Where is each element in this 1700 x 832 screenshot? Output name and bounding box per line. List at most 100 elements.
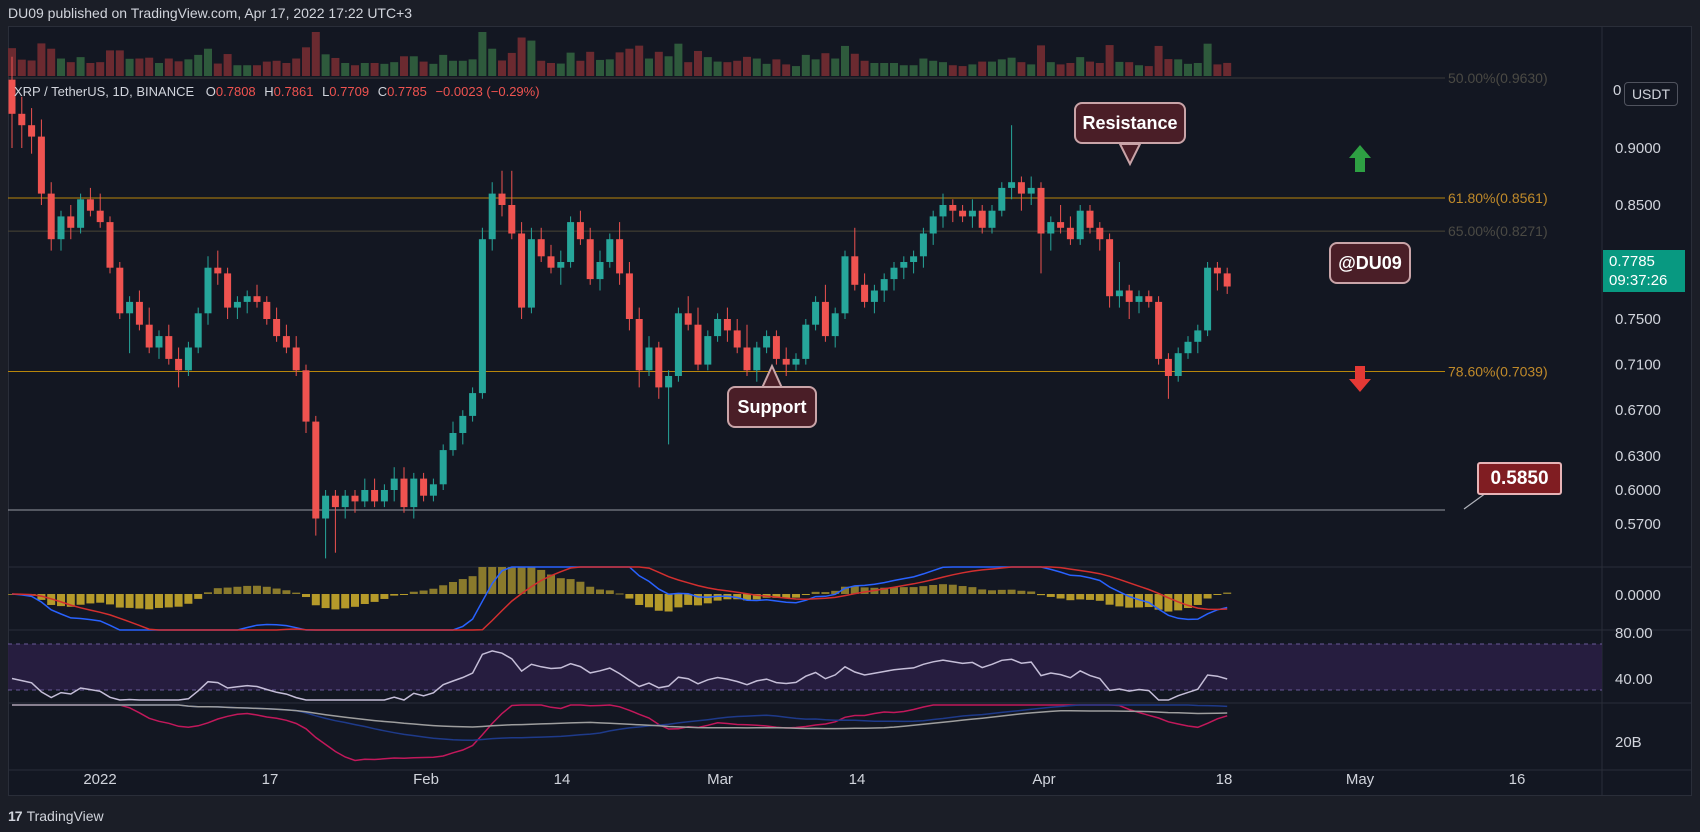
candle-body — [998, 187, 1006, 211]
symbol-legend: XRP / TetherUS, 1D, BINANCE O0.7808 H0.7… — [14, 84, 540, 99]
candle-body — [184, 347, 192, 371]
volume-bar — [1135, 65, 1143, 76]
macd-hist-bar — [204, 592, 212, 594]
volume-bar — [57, 58, 65, 76]
candle-body — [586, 239, 594, 280]
candle-body — [1076, 210, 1084, 240]
macd-hist-bar — [968, 587, 977, 594]
volume-bar — [919, 58, 928, 76]
macd-hist-bar — [311, 594, 320, 606]
macd-hist-bar — [684, 594, 693, 605]
candle-body — [1125, 290, 1133, 302]
candle-body — [155, 336, 163, 348]
candle-body — [390, 478, 398, 490]
currency-button[interactable]: USDT — [1624, 82, 1678, 106]
macd-hist-bar — [1076, 594, 1085, 600]
volume-bar — [194, 54, 203, 76]
candle-body — [165, 336, 173, 359]
volume-bar — [86, 63, 95, 76]
price-tick-partial: 0 — [1613, 82, 1621, 99]
macd-hist-bar — [282, 590, 291, 594]
macd-hist-bar — [390, 594, 399, 596]
candle-body — [870, 290, 878, 302]
macd-hist-bar — [488, 567, 497, 594]
macd-hist-bar — [566, 579, 575, 594]
volume-bar — [292, 58, 301, 76]
candle-body — [763, 336, 771, 348]
volume-bar — [488, 48, 497, 76]
candle-body — [1047, 222, 1055, 234]
volume-bar — [390, 62, 399, 76]
volume-bar — [243, 65, 252, 76]
legend-symbol[interactable]: XRP / TetherUS, 1D, BINANCE — [14, 84, 195, 99]
target-connector — [1463, 492, 1487, 510]
candle-body — [782, 358, 790, 365]
candle-body — [606, 239, 614, 262]
macd-hist-bar — [321, 594, 330, 609]
published-text: DU09 published on TradingView.com, Apr 1… — [8, 5, 413, 21]
macd-hist-bar — [66, 594, 75, 607]
volume-bar — [370, 63, 379, 76]
candle-body — [459, 415, 467, 433]
macd-hist-bar — [556, 578, 565, 594]
volume-bar — [733, 60, 742, 76]
volume-bar — [1046, 62, 1055, 76]
volume-bar — [204, 48, 212, 76]
candle-body — [8, 79, 16, 114]
candle-body — [861, 284, 869, 302]
candle-body — [380, 490, 388, 502]
volume-bar — [1223, 62, 1232, 76]
legend-low: 0.7709 — [329, 84, 370, 99]
candle-body — [312, 421, 320, 519]
price-tick-label: 0.6000 — [1615, 482, 1661, 499]
time-tick-label: 18 — [1216, 771, 1233, 788]
macd-hist-bar — [360, 594, 369, 604]
candle-body — [645, 347, 653, 371]
candle-body — [684, 313, 692, 325]
tradingview-logo[interactable]: 17 TradingView — [8, 808, 104, 824]
volume-bar — [792, 66, 800, 76]
volume-bar — [684, 62, 693, 76]
candle-body — [1106, 239, 1114, 297]
candles — [8, 56, 1231, 559]
macd-hist-bar — [1027, 591, 1036, 594]
candle-body — [959, 210, 967, 217]
candle-body — [439, 450, 447, 485]
candle-body — [410, 478, 418, 508]
macd-hist-bar — [478, 567, 487, 594]
candle-body — [204, 267, 212, 314]
macd-hist-bar — [1017, 590, 1026, 594]
volume-bar — [1076, 57, 1085, 76]
candle-body — [537, 239, 545, 257]
volume-bar — [566, 52, 575, 76]
volume-bar — [517, 37, 526, 76]
resistance-callout: Resistance — [1074, 102, 1186, 144]
macd-hist-bar — [841, 586, 849, 594]
volume-bar — [645, 58, 653, 76]
macd-hist-bar — [409, 591, 418, 594]
volume-bar — [419, 61, 428, 76]
macd-hist-bar — [164, 594, 173, 608]
candle-body — [743, 347, 751, 371]
volume-bar — [400, 56, 408, 76]
volume-bar — [537, 60, 546, 76]
volume-bar — [17, 59, 26, 76]
candle-body — [694, 324, 702, 365]
macd-hist-bar — [468, 576, 477, 594]
volume-bar — [929, 60, 938, 76]
candle-body — [86, 199, 94, 211]
candle-body — [37, 136, 45, 194]
price-tick-label: 0.9000 — [1615, 140, 1661, 157]
candle-body — [449, 433, 457, 451]
candle-body — [1008, 182, 1016, 188]
candle-body — [968, 210, 976, 217]
candle-body — [145, 324, 153, 348]
candle-body — [880, 279, 888, 291]
volume-bar — [1007, 57, 1016, 76]
macd-hist-bar — [370, 594, 379, 602]
volume-bar — [449, 60, 457, 76]
macd-hist-bar — [576, 581, 585, 594]
volume-bar — [860, 60, 869, 76]
volume-bar — [468, 59, 477, 76]
